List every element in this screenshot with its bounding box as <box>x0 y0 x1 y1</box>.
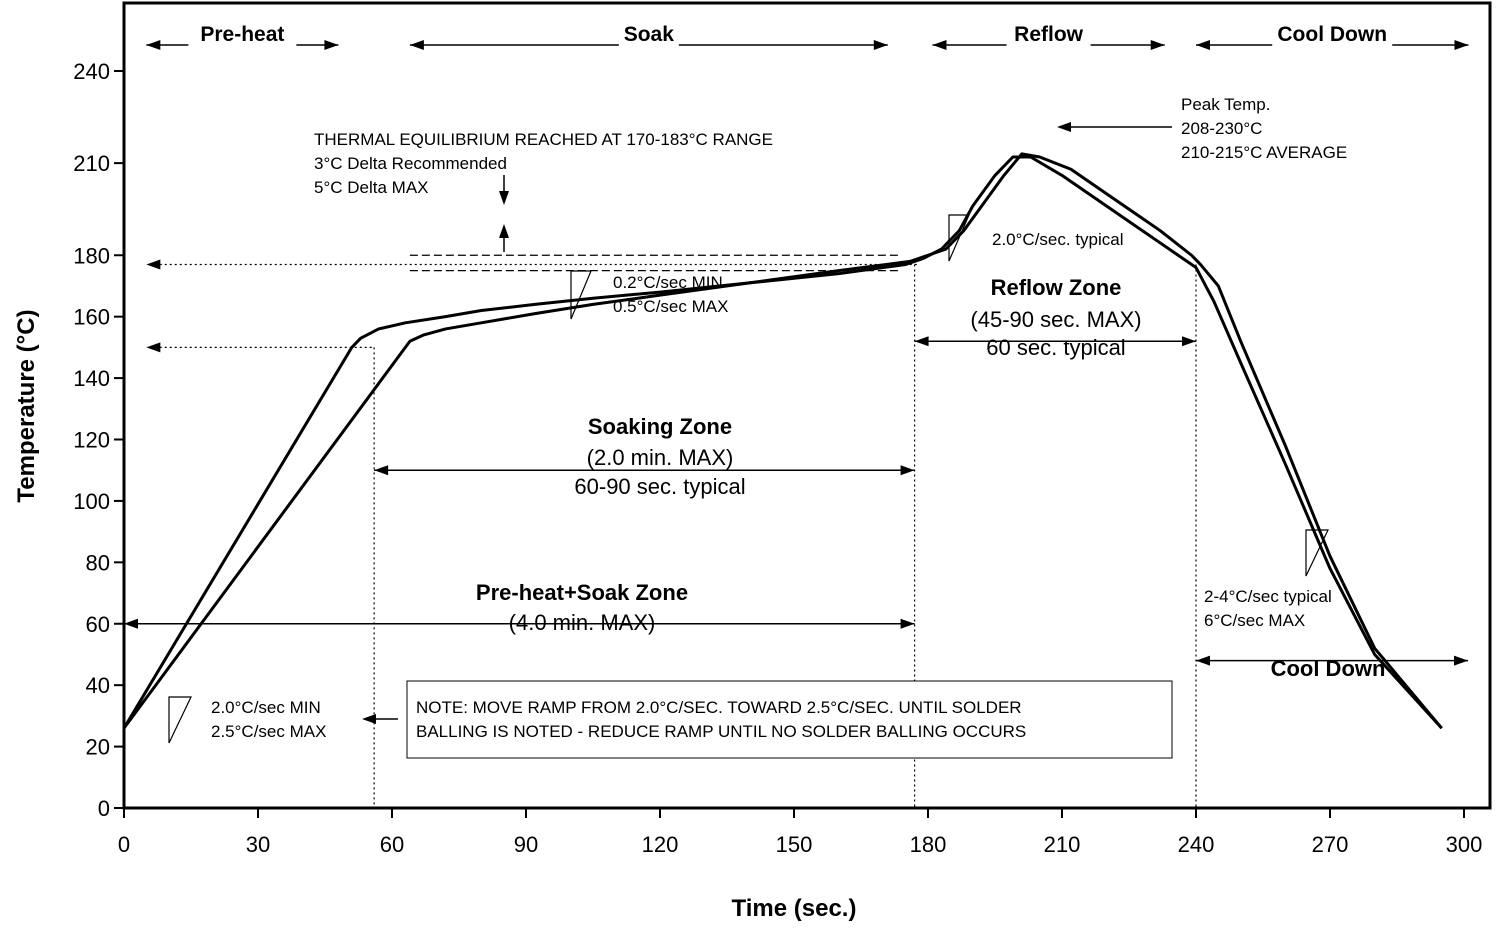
phase-arrow-1-head-left <box>410 40 424 50</box>
preheat-slope-triangle <box>169 697 191 743</box>
preheat-soak-arrow-head-left <box>124 619 138 629</box>
y-tick-label-0: 0 <box>98 796 110 821</box>
cooldown-zone-arrow-head-left <box>1196 656 1210 666</box>
x-tick-label-90: 90 <box>514 832 538 857</box>
soak-slope-triangle <box>571 271 591 319</box>
y-tick-label-140: 140 <box>73 366 110 391</box>
guide-150-head <box>146 342 160 352</box>
preheat-soak-line1: (4.0 min. MAX) <box>509 610 656 635</box>
soak-rate-1: 0.5°C/sec MAX <box>613 297 728 316</box>
preheat-pointer-head <box>362 714 376 724</box>
phase-arrow-2-head-right <box>1151 40 1165 50</box>
soaking-zone-line2: 60-90 sec. typical <box>574 474 745 499</box>
cool-rate-1: 6°C/sec MAX <box>1204 611 1305 630</box>
x-axis-title: Time (sec.) <box>732 895 857 922</box>
preheat-rate-1: 2.5°C/sec MAX <box>211 722 326 741</box>
y-tick-label-240: 240 <box>73 59 110 84</box>
y-tick-label-100: 100 <box>73 489 110 514</box>
y-tick-label-80: 80 <box>86 550 110 575</box>
x-tick-label-150: 150 <box>776 832 813 857</box>
phase-arrow-0-head-right <box>324 40 338 50</box>
peak-label-1: 208-230°C <box>1181 119 1262 138</box>
soaking-zone-title: Soaking Zone <box>588 414 732 439</box>
equilibrium-label-1: 3°C Delta Recommended <box>314 154 507 173</box>
phase-label-2: Reflow <box>1014 23 1084 46</box>
y-tick-label-120: 120 <box>73 428 110 453</box>
cooldown-zone-arrow-head-right <box>1454 656 1468 666</box>
reflow-zone-arrow-head-right <box>1182 336 1196 346</box>
phase-label-1: Soak <box>624 23 675 46</box>
soaking-zone-line1: (2.0 min. MAX) <box>587 445 734 470</box>
reflow-zone-arrow-head-left <box>915 336 929 346</box>
y-axis-title: Temperature (°C) <box>13 309 40 502</box>
x-tick-label-30: 30 <box>246 832 270 857</box>
soaking-zone-arrow-head-left <box>374 465 388 475</box>
phase-arrow-3-head-left <box>1196 40 1210 50</box>
x-tick-label-210: 210 <box>1044 832 1081 857</box>
profile-curve-2 <box>124 154 1442 728</box>
x-tick-label-120: 120 <box>642 832 679 857</box>
y-tick-label-180: 180 <box>73 243 110 268</box>
phase-arrow-1-head-right <box>874 40 888 50</box>
peak-label-0: Peak Temp. <box>1181 95 1270 114</box>
y-tick-label-210: 210 <box>73 151 110 176</box>
cooldown-zone-title: Cool Down <box>1271 656 1386 681</box>
profile-curves <box>124 154 1442 728</box>
peak-pointer-head <box>1057 122 1071 132</box>
equilibrium-label-2: 5°C Delta MAX <box>314 178 429 197</box>
phase-arrow-0-head-left <box>146 40 160 50</box>
note-box <box>407 681 1172 758</box>
x-tick-label-60: 60 <box>380 832 404 857</box>
x-tick-label-270: 270 <box>1312 832 1349 857</box>
x-tick-label-180: 180 <box>910 832 947 857</box>
reflow-zone-line1: (45-90 sec. MAX) <box>970 307 1141 332</box>
equilibrium-label-0: THERMAL EQUILIBRIUM REACHED AT 170-183°C… <box>314 130 773 149</box>
phase-arrow-2-head-left <box>932 40 946 50</box>
soak-rate-0: 0.2°C/sec MIN <box>613 273 723 292</box>
eq-arrow-down-head <box>499 191 509 205</box>
phase-label-3: Cool Down <box>1277 23 1387 46</box>
profile-curve-1 <box>124 157 1442 728</box>
y-tick-label-40: 40 <box>86 673 110 698</box>
note-line-0: NOTE: MOVE RAMP FROM 2.0°C/SEC. TOWARD 2… <box>416 698 1022 717</box>
y-tick-label-160: 160 <box>73 305 110 330</box>
y-tick-label-20: 20 <box>86 735 110 760</box>
soaking-zone-arrow-head-right <box>901 465 915 475</box>
zone-arrows: Pre-heat Soak Reflow Cool Down <box>124 22 1468 666</box>
guide-177-head <box>146 259 160 269</box>
eq-arrow-up-head <box>499 224 509 238</box>
x-tick-label-0: 0 <box>118 832 130 857</box>
reflow-zone-title: Reflow Zone <box>991 275 1122 300</box>
note-line-1: BALLING IS NOTED - REDUCE RAMP UNTIL NO … <box>416 722 1026 741</box>
phase-label-0: Pre-heat <box>200 23 284 46</box>
cool-rate-0: 2-4°C/sec typical <box>1204 587 1332 606</box>
phase-arrow-3-head-right <box>1454 40 1468 50</box>
preheat-soak-arrow-head-right <box>901 619 915 629</box>
x-tick-label-300: 300 <box>1446 832 1483 857</box>
reflow-rate-0: 2.0°C/sec. typical <box>992 230 1124 249</box>
x-tick-label-240: 240 <box>1178 832 1215 857</box>
peak-label-2: 210-215°C AVERAGE <box>1181 143 1347 162</box>
preheat-soak-title: Pre-heat+Soak Zone <box>476 580 688 605</box>
reflow-zone-line2: 60 sec. typical <box>986 335 1125 360</box>
preheat-rate-0: 2.0°C/sec MIN <box>211 698 321 717</box>
y-tick-label-60: 60 <box>86 612 110 637</box>
